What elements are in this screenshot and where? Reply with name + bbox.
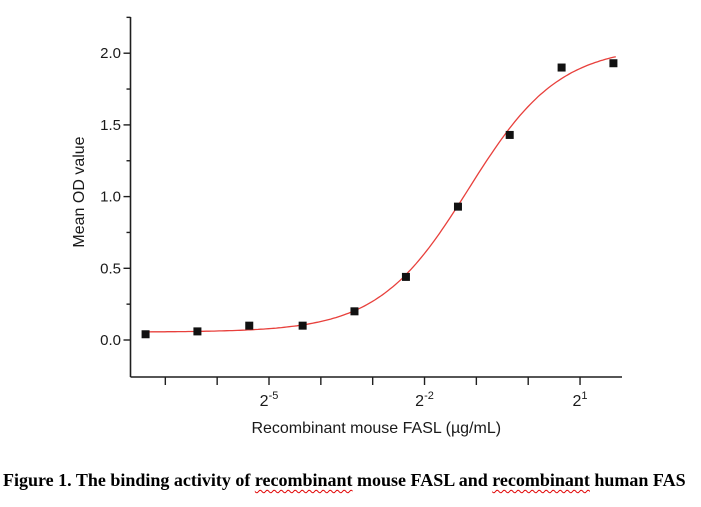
dose-response-chart: 0.0 0.5 1.0 1.5 2.0 2-5 2-2 21 Recombinant mouse…: [71, 16, 622, 437]
x-axis-ticks: [164, 377, 581, 385]
y-tick-label: 0.0: [100, 332, 121, 349]
x-tick-label: 21: [573, 390, 588, 410]
x-tick-label: 2-2: [415, 390, 434, 410]
y-tick-label: 1.0: [100, 189, 121, 206]
x-tick-label: 2-5: [260, 390, 279, 410]
x-tick-exponent: 1: [581, 390, 587, 402]
caption-misspelled-word: recombinant: [254, 470, 353, 490]
fit-curve: [146, 56, 616, 333]
data-point-marker: [505, 130, 514, 139]
data-point-marker: [609, 59, 618, 68]
data-point-marker: [141, 330, 150, 339]
y-axis-ticks: [123, 16, 131, 341]
y-tick-label: 2.0: [100, 45, 121, 62]
caption-text: mouse FASL and: [352, 470, 493, 490]
figure-caption: Figure 1. The binding activity of recomb…: [3, 470, 699, 491]
x-tick-exponent: -2: [424, 390, 434, 402]
figure-chart-area: 0.0 0.5 1.0 1.5 2.0 2-5 2-2 21 Recombinant mouse…: [71, 16, 622, 437]
data-point-marker: [401, 272, 410, 281]
data-point-marker: [298, 321, 307, 330]
caption-text: human FAS: [589, 470, 686, 490]
axes: [129, 17, 622, 378]
x-tick-exponent: -5: [269, 390, 279, 402]
x-axis-title: Recombinant mouse FASL (µg/mL): [251, 420, 501, 437]
data-point-marker: [557, 63, 566, 72]
caption-text: Figure 1. The binding activity of: [3, 470, 255, 490]
data-point-marker: [350, 307, 359, 316]
data-point-marker: [245, 321, 254, 330]
y-tick-label: 1.5: [100, 117, 121, 134]
data-points: [141, 59, 618, 339]
data-point-marker: [193, 327, 202, 336]
y-axis-title: Mean OD value: [71, 136, 88, 247]
caption-misspelled-word: recombinant: [492, 470, 590, 490]
y-tick-label: 0.5: [100, 260, 121, 277]
data-point-marker: [453, 202, 462, 211]
